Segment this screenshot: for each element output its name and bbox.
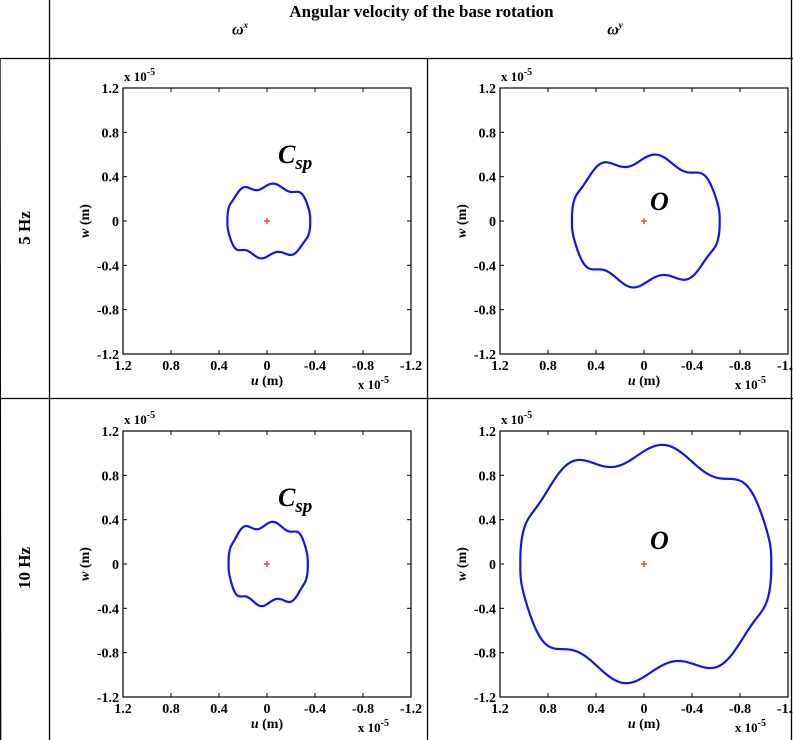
orbit-annotation: O [650, 526, 669, 555]
x-tick-label: -1.2 [777, 702, 793, 717]
y-tick-label: -0.4 [474, 259, 496, 274]
x-tick-label: 0.4 [587, 702, 605, 717]
y-tick-label: -0.8 [97, 647, 119, 662]
x-axis-label: u (m) [628, 717, 661, 732]
y-tick-label: 0.8 [479, 126, 497, 141]
x-tick-label: -0.8 [352, 359, 374, 374]
y-tick-label: 1.2 [479, 425, 497, 440]
y-tick-label: -1.2 [97, 691, 119, 706]
y-tick-label: 0.8 [102, 469, 120, 484]
x-axis-label: u (m) [251, 374, 284, 389]
x-axis-label: u (m) [251, 717, 284, 732]
x-tick-label: 1.2 [114, 702, 132, 717]
x-tick-label: -0.8 [729, 359, 751, 374]
x-tick-label: -1.2 [400, 359, 422, 374]
x-tick-label: 1.2 [491, 702, 509, 717]
x-tick-label: 0 [641, 359, 648, 374]
y-tick-label: 0.4 [102, 171, 120, 186]
y-tick-label: 1.2 [102, 82, 120, 97]
x-tick-label: 0.8 [162, 702, 180, 717]
x-tick-label: 1.2 [114, 359, 132, 374]
y-multiplier-label: x 10-5 [501, 410, 532, 427]
x-tick-label: 0.8 [162, 359, 180, 374]
y-tick-label: 0 [489, 215, 496, 230]
y-tick-label: -0.8 [474, 304, 496, 319]
x-multiplier-label: x 10-5 [735, 718, 766, 735]
orbit-curve [519, 443, 773, 685]
column-header-omega-x: ωx [231, 20, 249, 39]
y-axis-label: w (m) [455, 547, 470, 581]
x-tick-label: 0 [264, 359, 271, 374]
y-tick-label: 1.2 [479, 82, 497, 97]
y-tick-label: -1.2 [474, 348, 496, 363]
x-tick-label: -0.8 [352, 702, 374, 717]
orbit-annotation: O [650, 187, 669, 216]
y-tick-label: 0 [112, 215, 119, 230]
x-tick-label: 0.4 [587, 359, 605, 374]
orbit-curve [226, 182, 312, 260]
y-tick-label: 0 [489, 558, 496, 573]
column-header-omega-y: ωy [607, 20, 623, 39]
orbit-curve [570, 153, 721, 289]
y-tick-label: 0.4 [479, 171, 497, 186]
y-tick-label: 0.4 [102, 514, 120, 529]
y-axis-label: w (m) [78, 204, 93, 238]
y-tick-label: -0.4 [474, 602, 496, 617]
x-tick-label: -0.8 [729, 702, 751, 717]
y-tick-label: -0.4 [97, 259, 119, 274]
x-tick-label: 0.4 [210, 702, 228, 717]
y-axis-label: w (m) [455, 204, 470, 238]
y-tick-label: 0.8 [102, 126, 120, 141]
x-tick-label: 0.4 [210, 359, 228, 374]
y-tick-label: -1.2 [474, 691, 496, 706]
y-tick-label: -0.4 [97, 602, 119, 617]
x-tick-label: -1.2 [777, 359, 793, 374]
y-axis-label: w (m) [78, 547, 93, 581]
x-tick-label: 0.8 [539, 702, 557, 717]
x-axis-label: u (m) [628, 374, 661, 389]
y-tick-label: 0 [112, 558, 119, 573]
header-title: Angular velocity of the base rotation [289, 2, 554, 21]
x-tick-label: -1.2 [400, 702, 422, 717]
y-tick-label: 0.4 [479, 514, 497, 529]
x-tick-label: -0.4 [681, 359, 703, 374]
x-tick-label: 0 [641, 702, 648, 717]
x-tick-label: -0.4 [304, 359, 326, 374]
orbit-curve [227, 520, 309, 608]
x-tick-label: -0.4 [681, 702, 703, 717]
y-tick-label: -0.8 [474, 647, 496, 662]
y-tick-label: -1.2 [97, 348, 119, 363]
x-tick-label: 1.2 [491, 359, 509, 374]
x-tick-label: -0.4 [304, 702, 326, 717]
y-tick-label: 0.8 [479, 469, 497, 484]
y-tick-label: -0.8 [97, 304, 119, 319]
y-tick-label: 1.2 [102, 425, 120, 440]
x-tick-label: 0.8 [539, 359, 557, 374]
x-tick-label: 0 [264, 702, 271, 717]
